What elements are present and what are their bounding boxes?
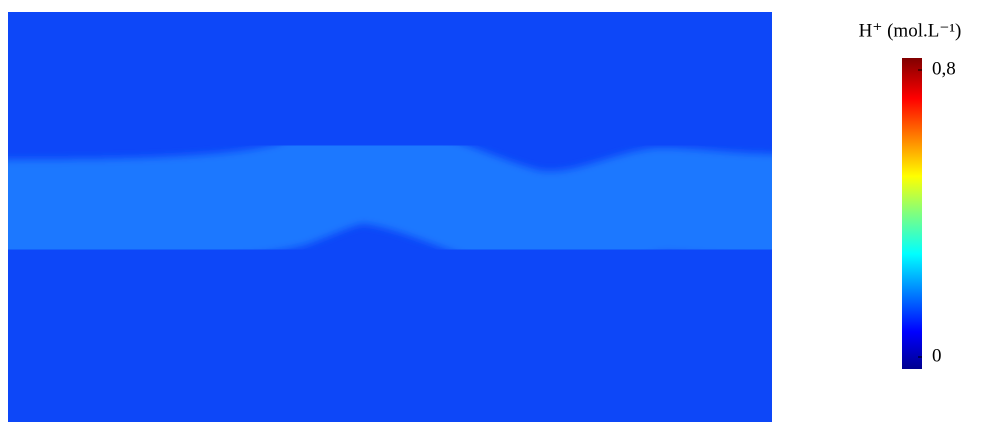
colorbar-title: H⁺ (mol.L⁻¹) <box>859 20 962 41</box>
colorbar-scale <box>902 58 922 369</box>
colorbar-tick-label: 0,8 <box>932 58 956 79</box>
colorbar-tick-label: 0 <box>932 345 942 366</box>
heatmap-field <box>8 12 772 422</box>
colorbar: 0,80 <box>902 58 956 369</box>
concentration-band <box>8 172 772 224</box>
